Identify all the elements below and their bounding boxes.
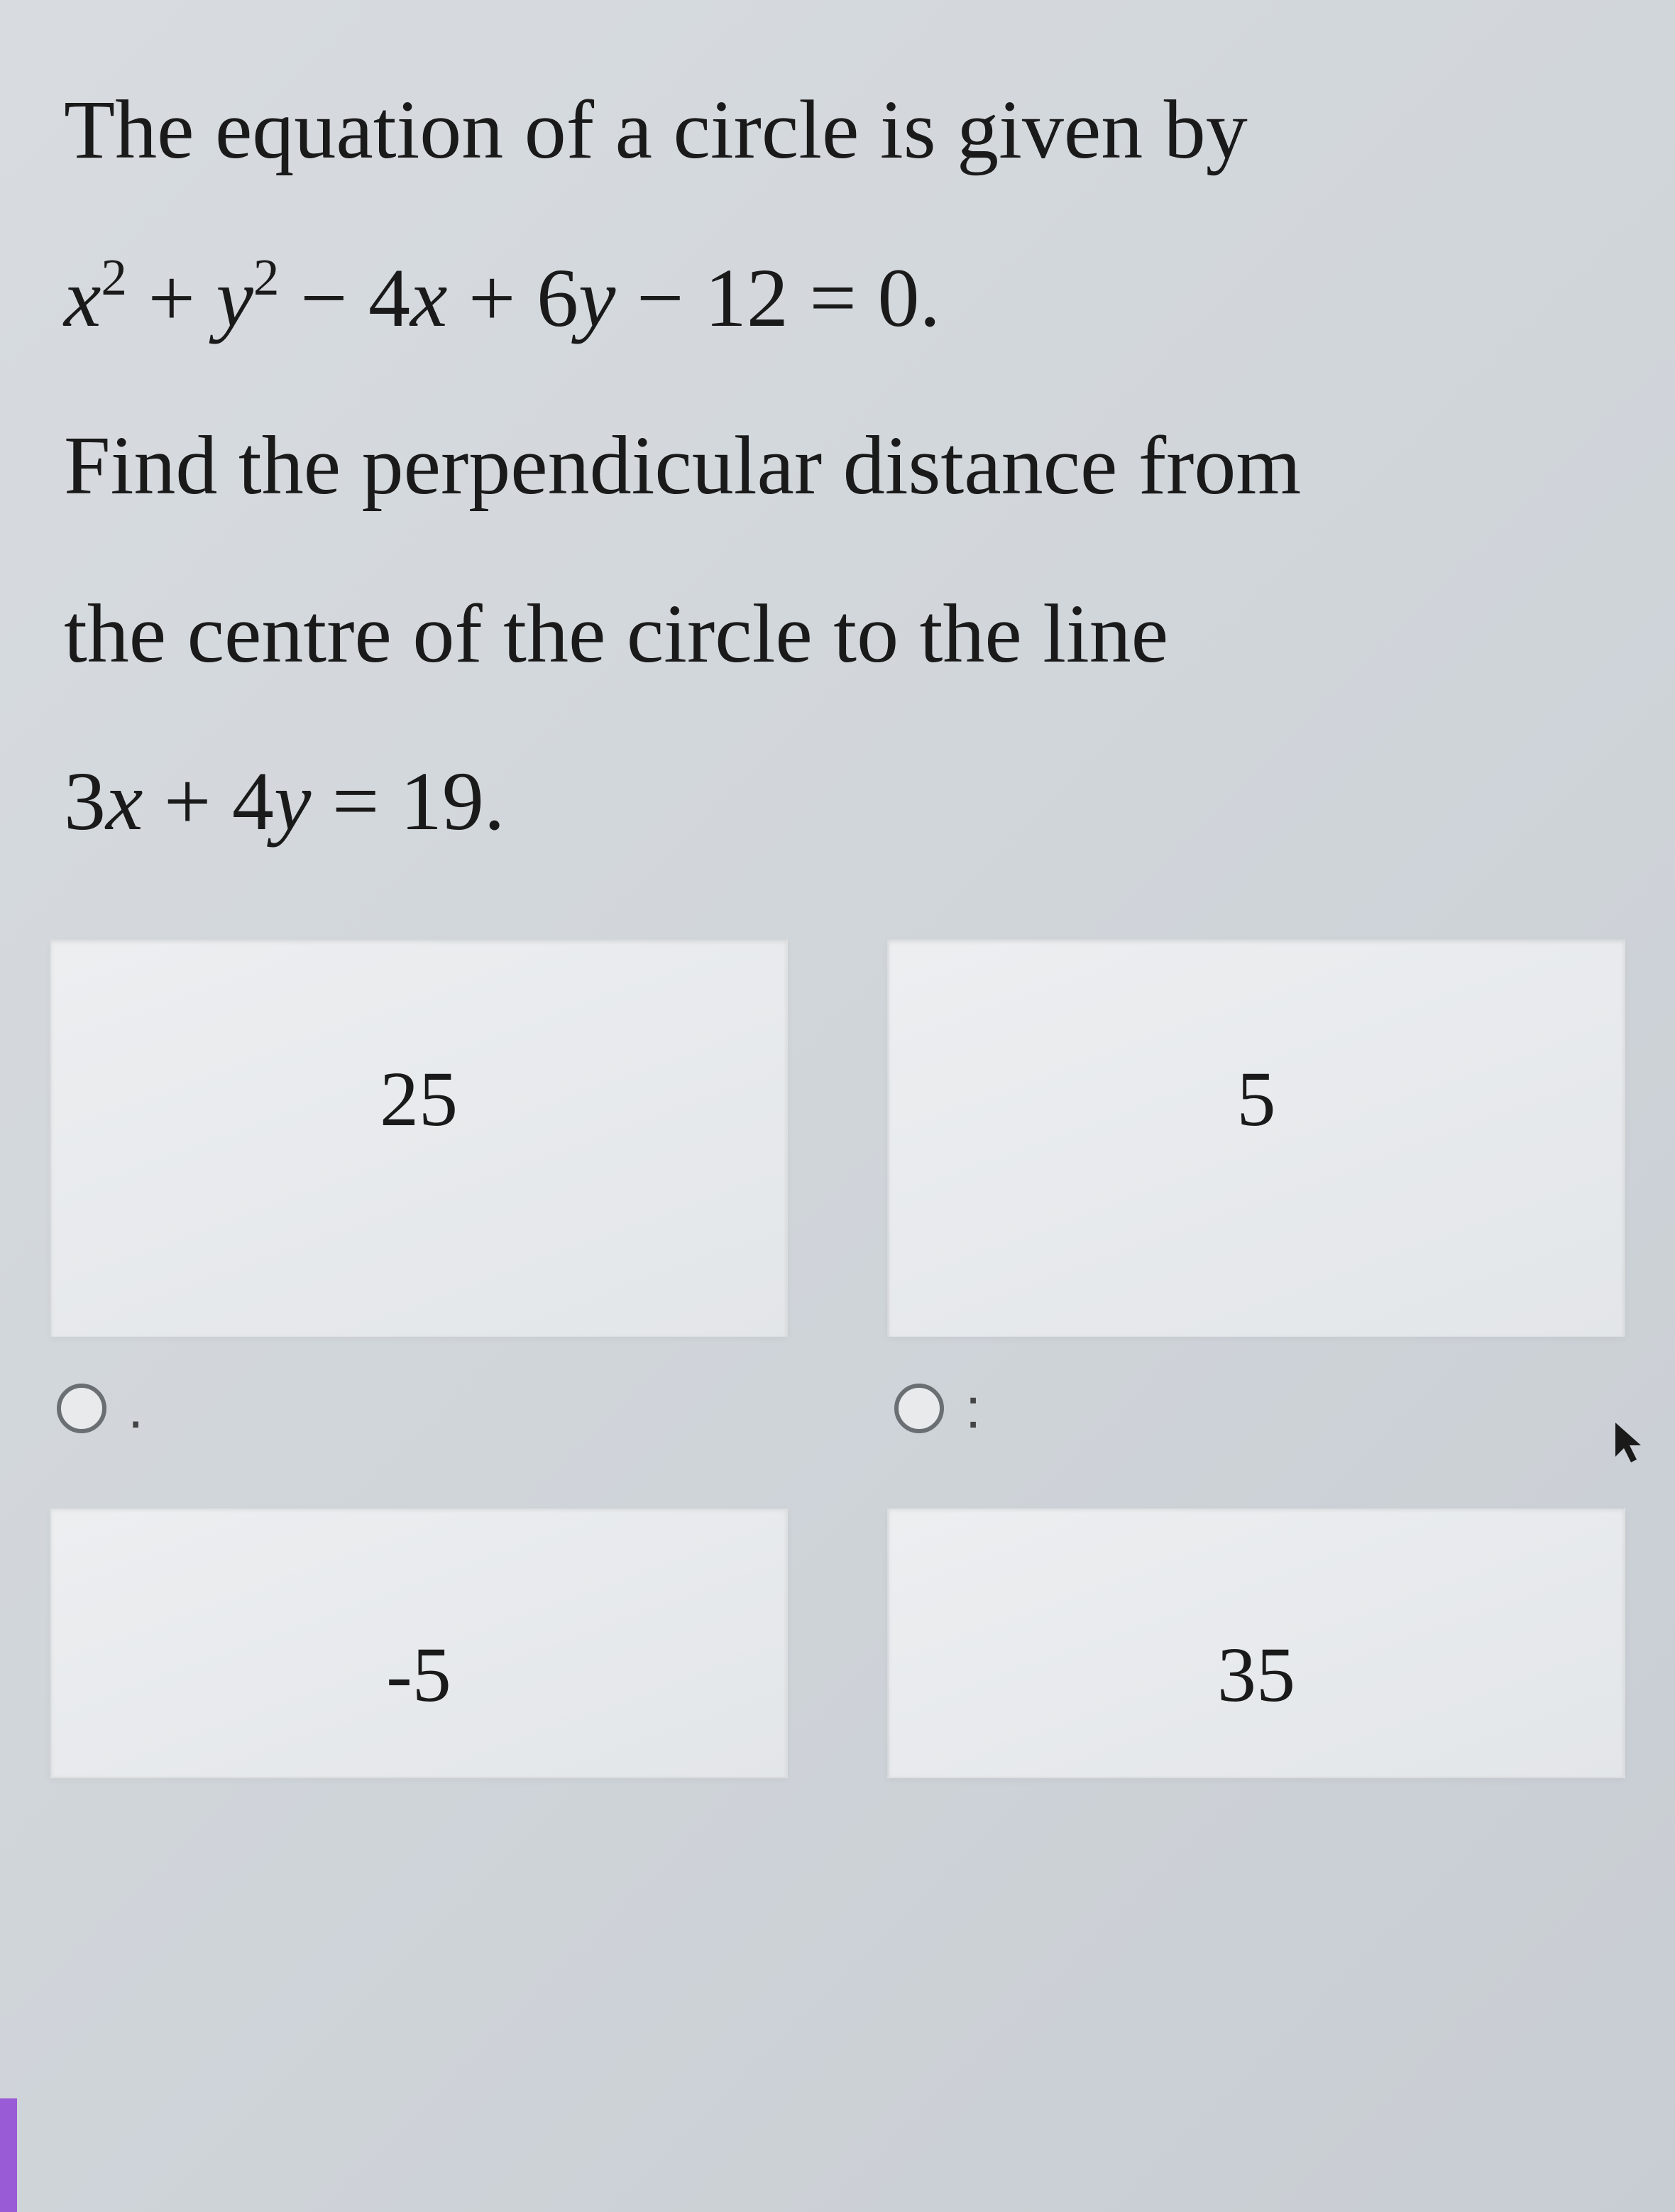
option-c-wrap[interactable]: -5 xyxy=(50,1509,788,1778)
option-d-card[interactable]: 35 xyxy=(887,1509,1625,1778)
option-b-card[interactable]: 5 xyxy=(887,939,1625,1337)
option-c-card[interactable]: -5 xyxy=(50,1509,788,1778)
radio-icon[interactable] xyxy=(894,1384,944,1433)
cursor-icon xyxy=(1613,1420,1647,1465)
options-grid: 25 . 5 : -5 35 xyxy=(0,939,1675,1778)
option-b-value: 5 xyxy=(1237,1054,1276,1144)
option-a-radio-row[interactable]: . xyxy=(57,1376,143,1441)
option-a-value: 25 xyxy=(380,1054,458,1144)
line-equation: 3x + 4y = 19. xyxy=(64,728,1611,875)
question-line-1: The equation of a circle is given by xyxy=(64,57,1611,204)
option-a-card[interactable]: 25 xyxy=(50,939,788,1337)
radio-icon[interactable] xyxy=(57,1384,106,1433)
option-b-label: : xyxy=(965,1376,981,1441)
option-d-value: 35 xyxy=(1217,1630,1295,1720)
option-a-wrap[interactable]: 25 . xyxy=(50,939,788,1480)
question-line-4: the centre of the circle to the line xyxy=(64,561,1611,708)
question-text: The equation of a circle is given by x2 … xyxy=(0,0,1675,939)
question-line-3: Find the perpendicular distance from xyxy=(64,393,1611,540)
option-b-radio-row[interactable]: : xyxy=(894,1376,981,1441)
option-c-value: -5 xyxy=(386,1630,451,1720)
purple-edge-decoration xyxy=(0,2098,17,2212)
option-a-label: . xyxy=(128,1376,143,1441)
option-d-wrap[interactable]: 35 xyxy=(887,1509,1625,1778)
option-b-wrap[interactable]: 5 : xyxy=(887,939,1625,1480)
circle-equation: x2 + y2 − 4x + 6y − 12 = 0. xyxy=(64,225,1611,372)
